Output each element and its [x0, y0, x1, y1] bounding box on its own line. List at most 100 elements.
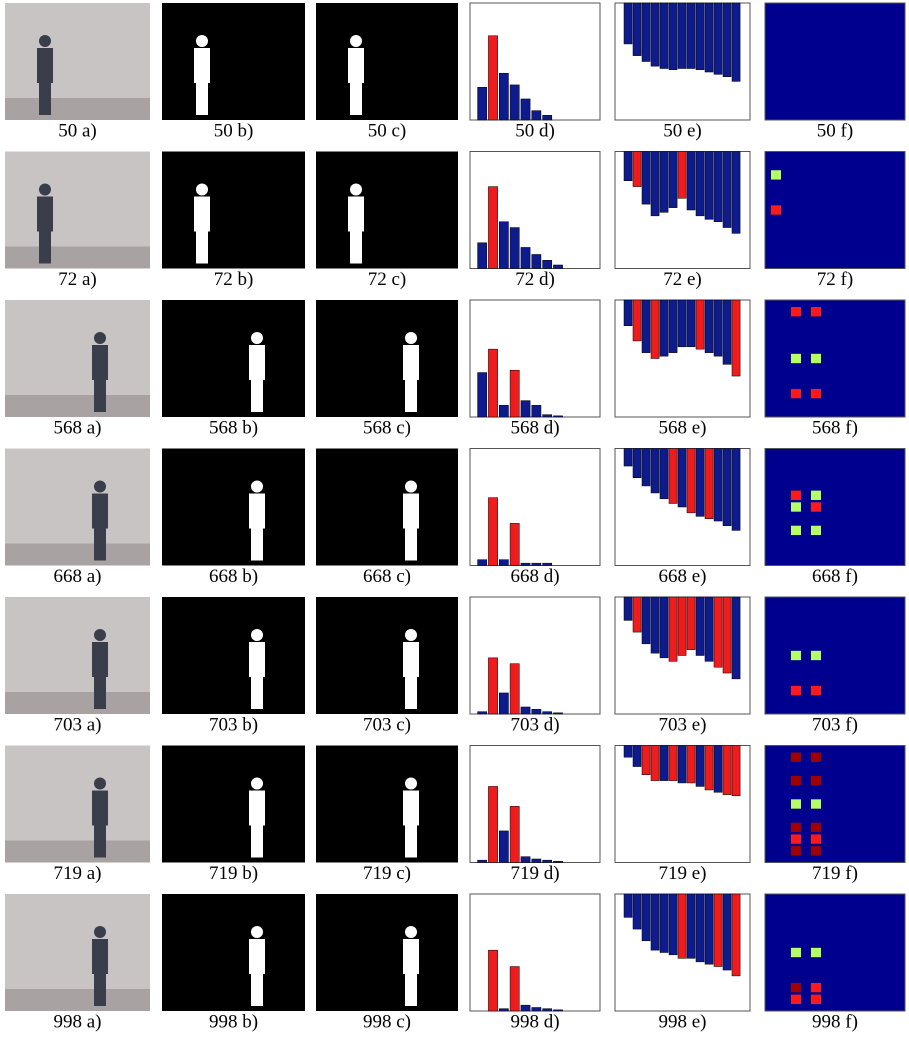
- caption: 998 f): [812, 1011, 858, 1032]
- person-legs: [196, 232, 208, 264]
- person-legs: [94, 974, 106, 1006]
- page: 50 a)50 b)50 c)50 d)50 e)50 f)72 a)72 b)…: [0, 0, 909, 1042]
- hanging-bar: [705, 597, 713, 661]
- hanging-bar: [705, 300, 713, 353]
- matrix-cell: [791, 983, 801, 992]
- histogram-bar: [532, 254, 541, 268]
- matrix-cell: [791, 995, 801, 1004]
- caption: 72 b): [214, 269, 254, 290]
- hanging-bar: [696, 3, 704, 70]
- photo-floor: [5, 247, 150, 269]
- person-legs: [251, 380, 263, 412]
- histogram-bar: [499, 405, 508, 417]
- hanging-bar: [633, 3, 641, 56]
- hanging-bar: [660, 300, 668, 356]
- hanging-bar: [678, 597, 686, 656]
- hanging-bar: [732, 746, 740, 796]
- matrix-panel: [765, 3, 905, 120]
- matrix-cell: [811, 502, 821, 511]
- caption: 719 f): [812, 863, 858, 884]
- hanging-bar: [687, 449, 695, 513]
- matrix-cell: [771, 205, 781, 214]
- person-body: [249, 642, 265, 677]
- matrix-cell: [811, 686, 821, 695]
- person-legs: [350, 232, 362, 264]
- hanging-bar: [714, 3, 722, 74]
- person-head: [94, 481, 106, 493]
- person-legs: [405, 380, 417, 412]
- person-body: [92, 494, 108, 529]
- matrix-cell: [811, 846, 821, 855]
- person-body: [403, 939, 419, 974]
- histogram-bar: [521, 99, 530, 120]
- matrix-cell: [811, 776, 821, 785]
- person-body: [249, 939, 265, 974]
- mask: [162, 300, 305, 417]
- hanging-bar: [660, 449, 668, 499]
- photo-floor: [5, 395, 150, 417]
- mask: [316, 3, 458, 120]
- hanging-bar: [633, 597, 641, 632]
- histogram-bar: [488, 187, 497, 269]
- caption: 719 b): [209, 863, 258, 884]
- caption: 998 a): [53, 1011, 101, 1032]
- histogram-bar: [532, 709, 541, 714]
- caption: 72 f): [817, 269, 853, 290]
- histogram-bar: [510, 523, 519, 565]
- hanging-bar: [705, 746, 713, 790]
- person-legs: [405, 826, 417, 858]
- caption: 668 c): [363, 566, 411, 587]
- hanging-bar: [714, 449, 722, 522]
- histogram-bar: [532, 859, 541, 863]
- histogram-bar: [521, 401, 530, 417]
- hanging-bar: [624, 597, 632, 620]
- matrix-cell: [811, 948, 821, 957]
- matrix-cell: [791, 389, 801, 398]
- matrix-panel: [765, 746, 905, 863]
- histogram-bar: [478, 243, 487, 269]
- hanging-bar: [678, 746, 686, 783]
- matrix-cell: [791, 354, 801, 363]
- hanging-bar: [705, 894, 713, 964]
- matrix-cell: [791, 948, 801, 957]
- histogram-bar: [478, 87, 487, 120]
- person-body: [403, 345, 419, 380]
- person-head: [405, 926, 417, 938]
- matrix-cell: [791, 834, 801, 843]
- hanging-bar: [705, 3, 713, 72]
- person-head: [405, 332, 417, 344]
- caption: 998 d): [510, 1011, 559, 1032]
- caption: 703 c): [363, 714, 411, 735]
- person-head: [405, 778, 417, 790]
- histogram-bar: [478, 712, 487, 714]
- histogram-bar: [510, 967, 519, 1011]
- caption: 998 c): [363, 1011, 411, 1032]
- person-body: [348, 48, 364, 83]
- hanging-bar: [669, 3, 677, 70]
- hanging-bar: [660, 152, 668, 213]
- hanging-bar: [660, 3, 668, 69]
- hanging-bar: [732, 597, 740, 679]
- hanging-bar: [651, 449, 659, 493]
- caption: 50 d): [515, 120, 555, 141]
- histogram-bar: [510, 85, 519, 120]
- figure: 50 a)50 b)50 c)50 d)50 e)50 f)72 a)72 b)…: [0, 0, 909, 1042]
- mask: [316, 152, 458, 269]
- hanging-bar: [723, 3, 731, 77]
- hanging-bar: [723, 597, 731, 673]
- caption: 703 e): [658, 714, 706, 735]
- histogram-bar: [553, 713, 562, 714]
- person-head: [94, 778, 106, 790]
- histogram-bar: [488, 498, 497, 566]
- hanging-bar: [714, 894, 722, 967]
- hanging-bar: [642, 449, 650, 486]
- caption: 719 d): [510, 863, 559, 884]
- histogram-bar: [543, 115, 552, 120]
- caption: 50 e): [663, 120, 702, 141]
- person-body: [194, 48, 210, 83]
- person-head: [405, 629, 417, 641]
- person-body: [37, 197, 53, 232]
- mask: [162, 597, 305, 714]
- hanging-bar: [687, 597, 695, 650]
- person-body: [37, 48, 53, 83]
